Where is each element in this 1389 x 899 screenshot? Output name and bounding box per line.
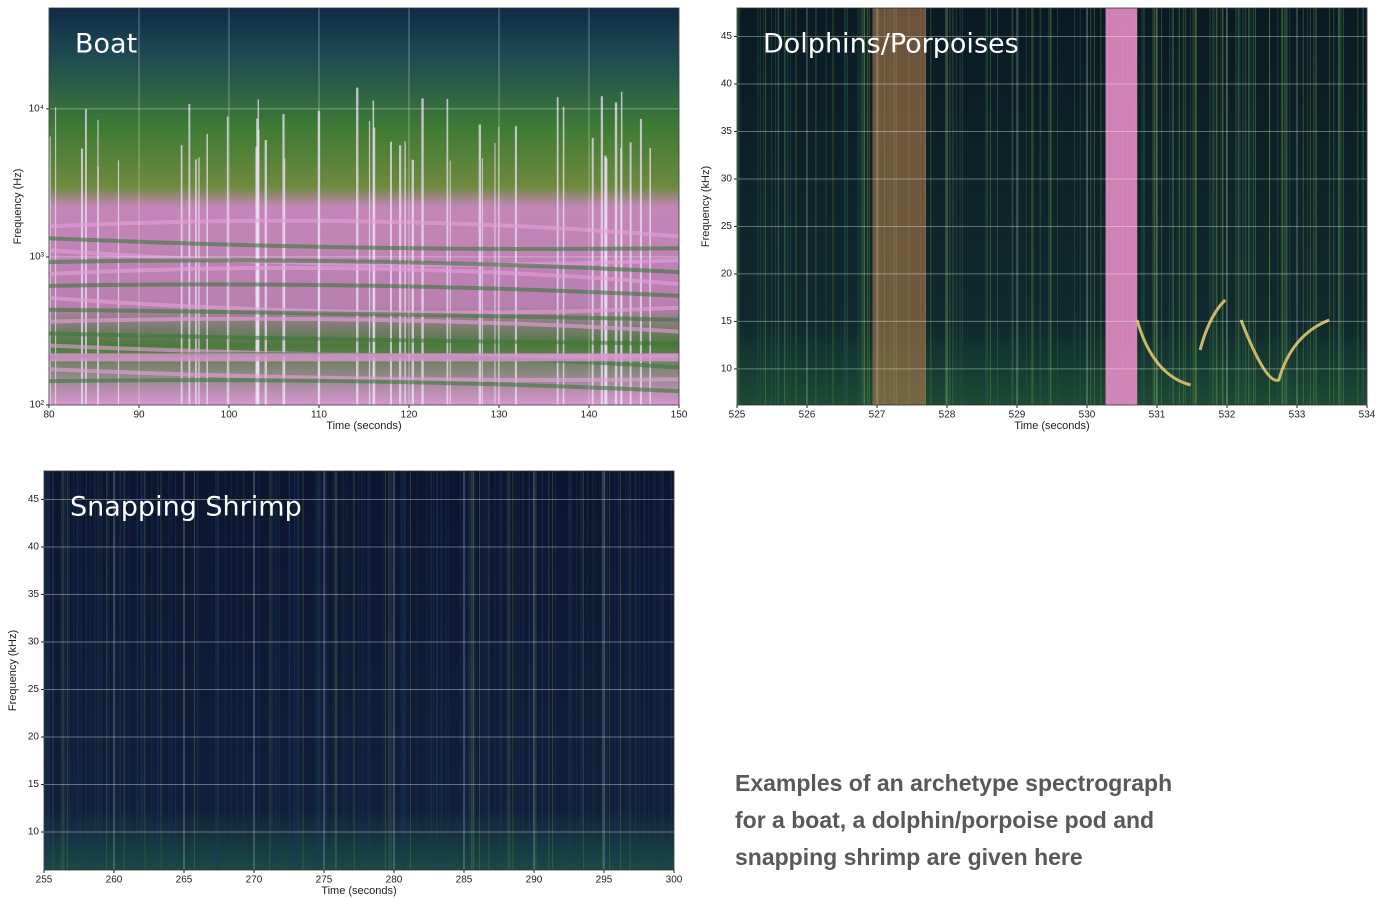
spectrogram-background [737,8,1367,405]
panel-title: Dolphins/Porpoises [763,29,1019,60]
y-tick-label: 45 [721,31,733,42]
texture [1198,298,1330,382]
y-tick-label: 40 [721,79,733,90]
caption-line: for a boat, a dolphin/porpoise pod and [735,807,1155,833]
x-tick-label: 285 [456,875,473,886]
caption: Examples of an archetype spectrograph for… [735,765,1172,876]
x-tick-label: 100 [221,410,238,421]
texture [48,295,680,315]
y-tick-label: 10 [28,827,40,838]
x-tick-label: 527 [869,410,886,421]
x-tick-label: 270 [246,875,263,886]
x-tick-label: 265 [176,875,193,886]
x-tick-label: 295 [596,875,613,886]
x-tick-label: 525 [729,410,746,421]
x-tick-label: 110 [311,410,327,421]
y-tick-label: 35 [28,589,40,600]
texture [48,218,680,239]
x-tick-label: 530 [1079,410,1096,421]
plot-frame [43,470,675,871]
texture [48,378,680,394]
x-axis-label: Time (seconds) [1014,420,1089,432]
texture [49,353,679,362]
x-tick-label: 526 [799,410,816,421]
x-tick-label: 130 [491,410,508,421]
panel-title: Snapping Shrimp [70,492,302,523]
x-tick-label: 140 [581,410,598,421]
texture [48,367,680,382]
texture [48,265,680,286]
x-tick-label: 280 [386,875,403,886]
texture [48,282,680,298]
x-tick-label: 260 [106,875,123,886]
x-tick-label: 90 [133,410,145,421]
x-tick-label: 275 [316,875,333,886]
texture [1135,319,1192,387]
plot-frame [48,7,680,406]
y-axis-label: Frequency (Hz) [12,169,24,245]
x-tick-label: 290 [526,875,543,886]
y-tick-label: 15 [721,316,733,327]
x-tick-label: 80 [43,410,55,421]
y-axis-label: Frequency (kHz) [700,166,712,247]
texture [48,307,680,322]
y-tick-label: 10⁴ [29,104,44,115]
y-tick-label: 30 [721,174,733,185]
y-tick-label: 10 [721,364,733,375]
y-tick-label: 45 [28,494,40,505]
y-tick-label: 25 [28,684,40,695]
texture [48,236,680,252]
spectrogram-background [49,8,679,405]
y-tick-label: 15 [28,779,40,790]
texture [48,316,680,334]
panel-title: Boat [75,29,137,60]
x-tick-label: 150 [671,410,688,421]
y-tick-label: 20 [28,732,40,743]
x-axis-label: Time (seconds) [321,885,396,897]
x-tick-label: 528 [939,410,956,421]
plot-frame [736,7,1368,406]
texture [48,258,680,275]
texture [48,248,680,267]
x-tick-label: 534 [1359,410,1376,421]
y-tick-label: 40 [28,542,40,553]
x-tick-label: 255 [36,875,53,886]
spectrogram-background [44,471,674,870]
x-tick-label: 532 [1219,410,1236,421]
y-tick-label: 25 [721,221,733,232]
x-tick-label: 300 [666,875,683,886]
x-axis-label: Time (seconds) [326,420,401,432]
y-tick-label: 20 [721,269,733,280]
y-tick-label: 35 [721,126,733,137]
x-tick-label: 533 [1289,410,1306,421]
x-tick-label: 120 [401,410,418,421]
caption-line: snapping shrimp are given here [735,844,1083,870]
texture [872,8,926,405]
y-axis-label: Frequency (kHz) [7,630,19,711]
x-tick-label: 529 [1009,410,1026,421]
y-tick-label: 30 [28,637,40,648]
texture [48,331,680,346]
x-tick-label: 531 [1149,410,1166,421]
y-tick-label: 10² [30,400,45,411]
caption-line: Examples of an archetype spectrograph [735,770,1173,796]
y-tick-label: 10³ [30,252,45,263]
texture [1105,8,1138,405]
